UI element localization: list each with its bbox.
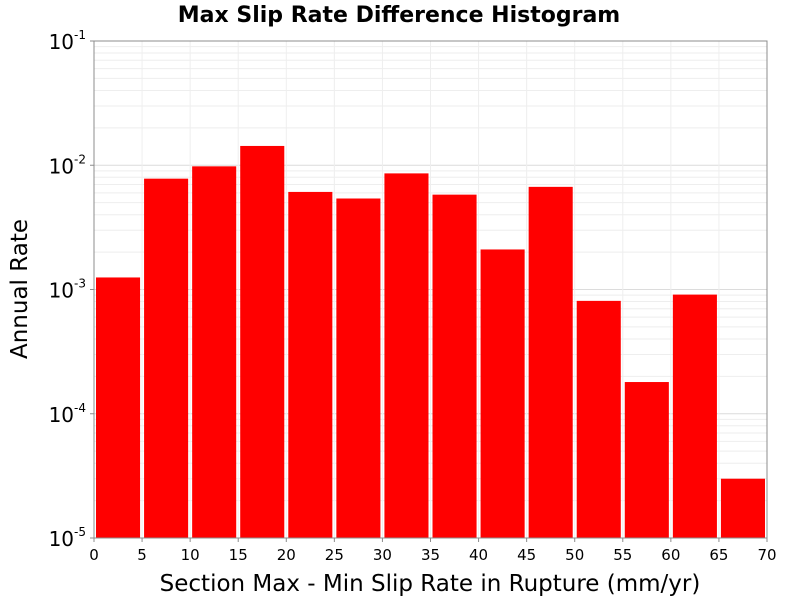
bar	[144, 178, 189, 539]
y-tick-label: 10-1	[49, 28, 86, 54]
x-tick-label: 5	[137, 546, 147, 564]
x-tick-label: 50	[565, 546, 584, 564]
x-tick-label: 65	[709, 546, 728, 564]
bar	[384, 173, 429, 539]
y-tick-label: 10-4	[49, 401, 86, 427]
x-tick-label: 15	[229, 546, 248, 564]
y-axis-label: Annual Rate	[7, 219, 33, 359]
bar	[624, 382, 669, 538]
x-tick-label: 20	[277, 546, 296, 564]
x-tick-label: 10	[181, 546, 200, 564]
x-tick-label: 60	[661, 546, 680, 564]
bar	[528, 186, 573, 538]
bars	[96, 145, 765, 539]
bar	[240, 145, 285, 538]
bar	[288, 191, 333, 538]
x-tick-label: 0	[89, 546, 99, 564]
x-tick-label: 35	[421, 546, 440, 564]
x-axis-ticks: 0 5 10 15 20 25 30 35 40 45 50 55 60 65 70	[89, 538, 777, 564]
x-tick-label: 45	[517, 546, 536, 564]
x-tick-label: 70	[757, 546, 776, 564]
y-tick-label: 10-5	[49, 525, 86, 551]
x-tick-label: 40	[469, 546, 488, 564]
bar	[96, 277, 141, 538]
y-tick-label: 10-3	[49, 277, 86, 303]
chart-title: Max Slip Rate Difference Histogram	[178, 3, 620, 28]
y-axis-ticks: 10-1 10-2 10-3 10-4 10-5	[49, 28, 94, 551]
y-tick-label: 10-2	[49, 152, 86, 178]
bar	[576, 300, 621, 538]
bar	[672, 294, 717, 538]
bar	[480, 249, 525, 539]
bar	[336, 198, 381, 539]
x-tick-label: 30	[373, 546, 392, 564]
bar	[720, 478, 765, 538]
x-tick-label: 25	[325, 546, 344, 564]
bar	[192, 166, 237, 539]
x-tick-label: 55	[613, 546, 632, 564]
bar	[432, 194, 477, 538]
x-axis-label: Section Max - Min Slip Rate in Rupture (…	[160, 571, 701, 597]
